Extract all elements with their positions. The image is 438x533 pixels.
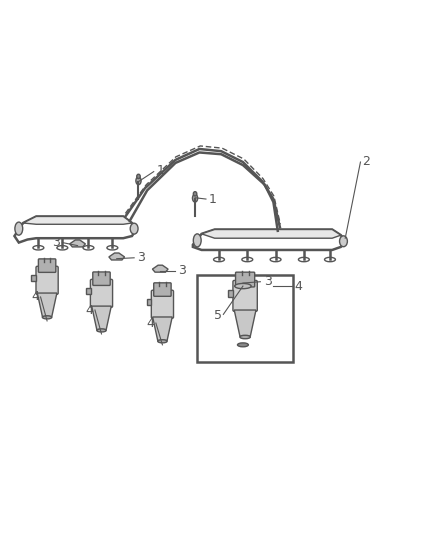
Text: 3: 3 [264, 275, 272, 288]
Ellipse shape [339, 236, 347, 247]
Text: 4: 4 [294, 280, 302, 293]
Ellipse shape [42, 316, 52, 319]
Ellipse shape [15, 222, 23, 235]
Polygon shape [86, 288, 91, 294]
Ellipse shape [240, 335, 251, 339]
Text: 3: 3 [178, 264, 186, 277]
Ellipse shape [193, 234, 201, 247]
Polygon shape [235, 277, 251, 284]
FancyBboxPatch shape [236, 272, 254, 287]
Text: 5: 5 [214, 309, 222, 322]
Polygon shape [152, 317, 172, 341]
Ellipse shape [136, 177, 141, 184]
Ellipse shape [235, 284, 251, 289]
Text: 3: 3 [52, 236, 60, 249]
Ellipse shape [193, 192, 197, 196]
FancyBboxPatch shape [151, 290, 173, 318]
Polygon shape [70, 240, 85, 247]
Polygon shape [23, 216, 132, 224]
Text: 1: 1 [156, 164, 164, 177]
Ellipse shape [158, 340, 167, 343]
Ellipse shape [237, 343, 248, 347]
FancyBboxPatch shape [36, 266, 58, 294]
Text: 4: 4 [85, 303, 93, 317]
Polygon shape [109, 253, 124, 260]
Text: 2: 2 [362, 155, 370, 168]
FancyBboxPatch shape [154, 283, 171, 296]
Ellipse shape [192, 194, 198, 202]
Ellipse shape [130, 223, 138, 234]
Polygon shape [147, 300, 152, 305]
Ellipse shape [97, 329, 106, 332]
FancyBboxPatch shape [90, 279, 113, 308]
Polygon shape [32, 276, 36, 281]
Polygon shape [201, 230, 341, 238]
FancyBboxPatch shape [39, 259, 56, 272]
Text: 3: 3 [137, 251, 145, 264]
Polygon shape [228, 290, 233, 297]
FancyBboxPatch shape [93, 272, 110, 286]
Polygon shape [92, 306, 111, 329]
Polygon shape [234, 310, 256, 336]
Text: 1: 1 [208, 192, 216, 206]
Polygon shape [37, 293, 57, 317]
Text: 4: 4 [146, 317, 154, 329]
Ellipse shape [137, 174, 140, 179]
FancyBboxPatch shape [233, 280, 257, 311]
Polygon shape [152, 265, 168, 272]
Text: 4: 4 [32, 290, 39, 303]
